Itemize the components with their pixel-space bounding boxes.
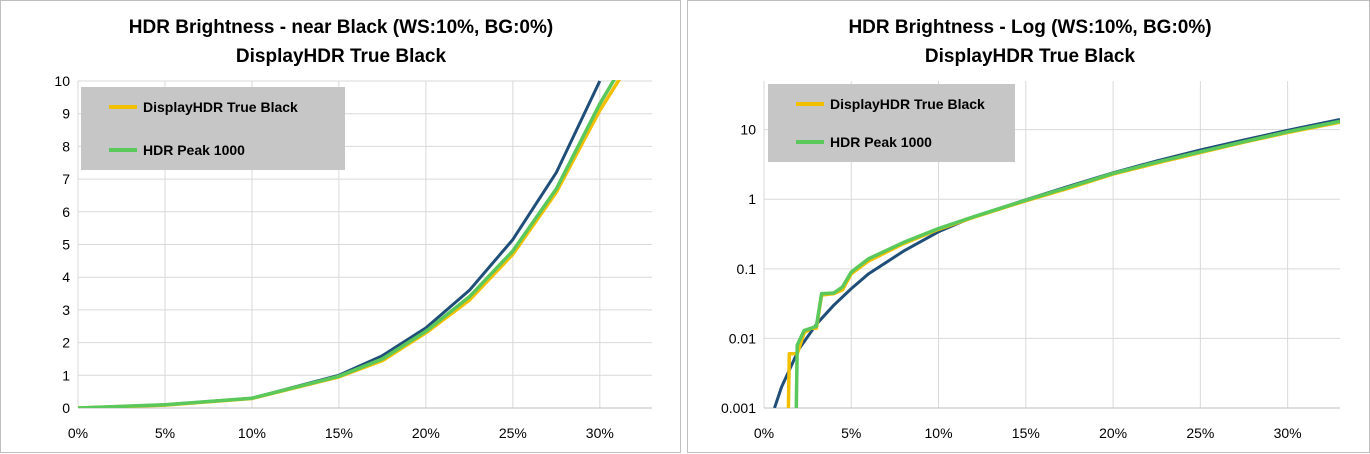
x-tick-label: 5% bbox=[841, 425, 861, 441]
y-tick-label: 0.1 bbox=[737, 261, 757, 277]
y-tick-label: 0.01 bbox=[729, 330, 756, 346]
chart-subtitle: DisplayHDR True Black bbox=[236, 46, 447, 67]
x-tick-label: 5% bbox=[155, 425, 175, 441]
chart-title: HDR Brightness - Log (WS:10%, BG:0%) bbox=[848, 17, 1211, 38]
chart-title: HDR Brightness - near Black (WS:10%, BG:… bbox=[129, 17, 553, 38]
legend-box bbox=[768, 84, 1015, 162]
y-tick-label: 1 bbox=[62, 367, 70, 383]
legend-box bbox=[81, 87, 345, 170]
x-tick-label: 10% bbox=[925, 425, 953, 441]
y-tick-label: 10 bbox=[54, 73, 70, 89]
x-tick-label: 15% bbox=[325, 425, 353, 441]
y-tick-label: 1 bbox=[748, 191, 756, 207]
x-tick-label: 10% bbox=[238, 425, 266, 441]
series-line-displayhdr-true-black bbox=[786, 120, 1340, 408]
legend-label: HDR Peak 1000 bbox=[830, 134, 932, 150]
y-tick-label: 9 bbox=[62, 106, 70, 122]
y-tick-label: 0.001 bbox=[721, 400, 756, 416]
x-tick-label: 20% bbox=[412, 425, 440, 441]
x-tick-label: 30% bbox=[586, 425, 614, 441]
y-tick-label: 7 bbox=[62, 171, 70, 187]
series-line-hdr-peak-1000 bbox=[794, 119, 1340, 408]
x-tick-label: 30% bbox=[1274, 425, 1302, 441]
x-tick-label: 0% bbox=[68, 425, 88, 441]
chart-subtitle: DisplayHDR True Black bbox=[925, 46, 1136, 67]
series-line-hdr-peak-1000 bbox=[78, 80, 616, 408]
chart-log: HDR Brightness - Log (WS:10%, BG:0%) Dis… bbox=[721, 17, 1340, 441]
x-tick-label: 25% bbox=[499, 425, 527, 441]
y-tick-label: 3 bbox=[62, 302, 70, 318]
y-tick-label: 10 bbox=[740, 122, 756, 138]
y-tick-label: 5 bbox=[62, 237, 70, 253]
x-tick-label: 20% bbox=[1099, 425, 1127, 441]
x-tick-label: 25% bbox=[1186, 425, 1214, 441]
x-tick-label: 0% bbox=[754, 425, 774, 441]
chart-near-black: HDR Brightness - near Black (WS:10%, BG:… bbox=[54, 17, 652, 441]
y-tick-label: 4 bbox=[62, 269, 70, 285]
chart-panel-log: HDR Brightness - Log (WS:10%, BG:0%) Dis… bbox=[687, 0, 1370, 453]
legend-label: HDR Peak 1000 bbox=[143, 142, 245, 158]
y-tick-label: 2 bbox=[62, 335, 70, 351]
legend-label: DisplayHDR True Black bbox=[830, 96, 985, 112]
y-tick-label: 8 bbox=[62, 138, 70, 154]
chart-panel-near-black: HDR Brightness - near Black (WS:10%, BG:… bbox=[0, 0, 681, 453]
y-tick-label: 0 bbox=[62, 400, 70, 416]
legend-label: DisplayHDR True Black bbox=[143, 99, 298, 115]
x-tick-label: 15% bbox=[1012, 425, 1040, 441]
y-tick-label: 6 bbox=[62, 204, 70, 220]
